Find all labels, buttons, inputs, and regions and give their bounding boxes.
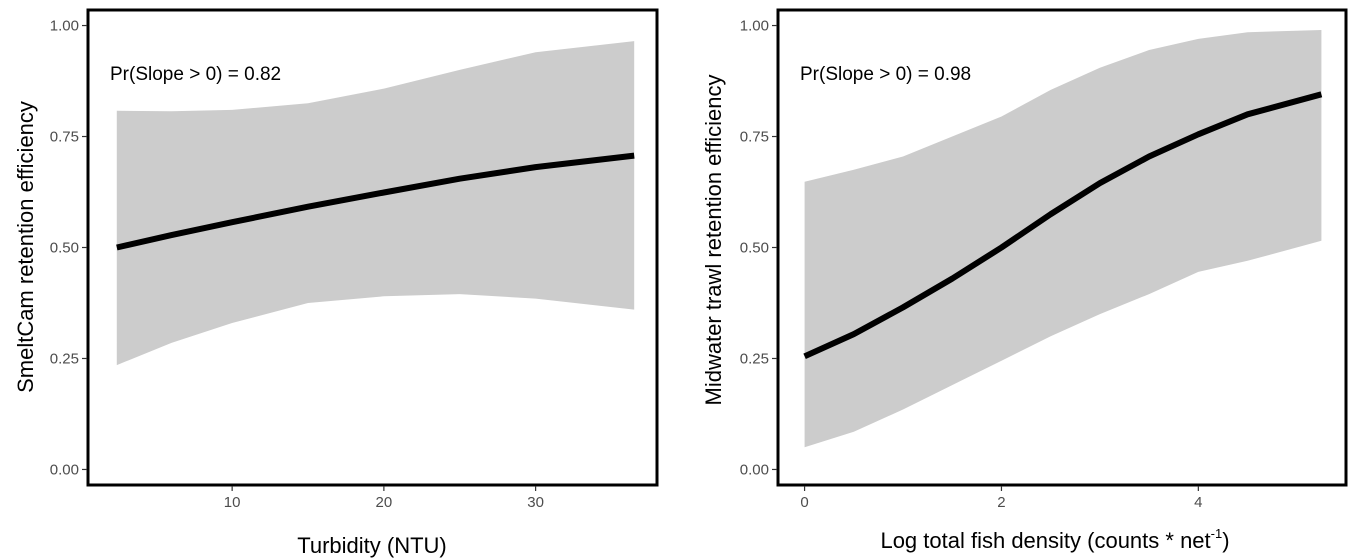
right-x-axis-title-tail: ) [1222,528,1229,553]
left-fitted-line [116,152,635,251]
right-y-tick-label: 0.00 [740,461,769,478]
right-panel: Midwater trawl retention efficiency Log … [701,8,1348,553]
right-x-tick-label: 2 [997,494,1005,511]
right-y-tick-label: 0.25 [740,350,769,367]
left-x-axis-title: Turbidity (NTU) [297,533,447,558]
left-y-axis-title: SmeltCam retention efficiency [13,101,38,393]
right-y-axis-title: Midwater trawl retention efficiency [701,75,726,406]
left-y-tick-label: 0.50 [50,240,79,257]
right-confidence-band [804,30,1322,448]
left-x-tick-label: 20 [376,494,393,511]
left-slope-annotation: Pr(Slope > 0) = 0.82 [110,64,281,85]
right-plot-frame [776,8,1348,487]
right-x-axis-title-superscript: -1 [1211,526,1223,541]
left-confidence-band [116,41,635,366]
left-x-tick-label: 30 [527,494,544,511]
right-x-tick-label: 0 [800,494,808,511]
right-x-tick-label: 4 [1194,494,1202,511]
right-x-axis-title: Log total fish density (counts * net-1) [880,526,1229,553]
right-x-axis-title-main: Log total fish density (counts * net [880,528,1210,553]
right-slope-annotation: Pr(Slope > 0) = 0.98 [800,64,971,85]
left-y-tick-label: 0.75 [50,129,79,146]
left-y-tick-label: 1.00 [50,18,79,35]
left-plot-frame [86,8,659,487]
right-y-tick-label: 0.50 [740,240,769,257]
left-x-tick-label: 10 [224,494,241,511]
right-y-tick-label: 1.00 [740,18,769,35]
left-y-tick-label: 0.00 [50,461,79,478]
left-panel: SmeltCam retention efficiency Turbidity … [13,8,659,558]
right-y-tick-label: 0.75 [740,129,769,146]
right-fitted-line [803,91,1323,360]
left-y-tick-label: 0.25 [50,350,79,367]
